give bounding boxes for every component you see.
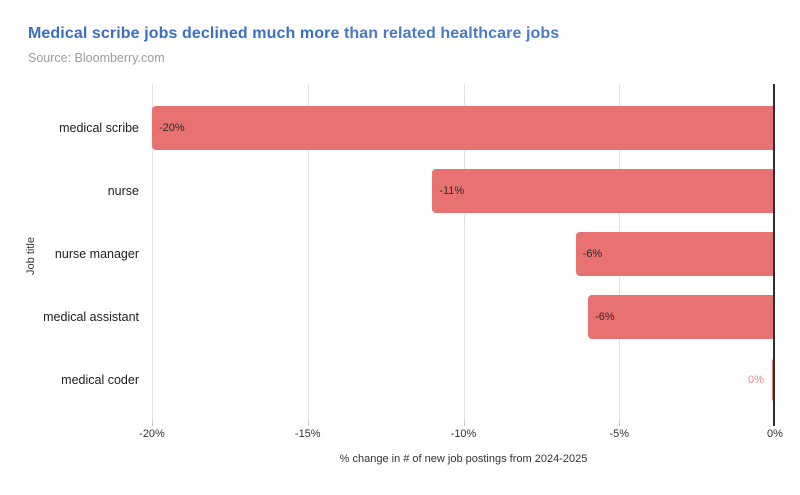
bar-value-label: -20% [159,121,185,134]
x-tick-label: -5% [609,428,630,440]
x-tick-label: -10% [450,428,477,440]
y-axis-title: Job title [25,237,37,275]
bar-medical-scribe [152,105,775,150]
gridline [152,84,153,420]
x-axis-title: % change in # of new job postings from 2… [339,453,588,465]
axis-tick [619,420,621,426]
category-label-nurse: nurse [107,183,139,198]
bar-nurse-manager [575,232,775,276]
chart-title: Medical scribe jobs declined much more t… [28,24,559,44]
x-tick-label: 0% [767,428,783,440]
axis-tick [463,420,465,426]
bar-nurse [432,168,775,213]
x-tick-label: -20% [139,428,165,440]
gridline [463,84,465,420]
bar-value-label: -6% [595,311,615,324]
bar-medical-assistant [588,295,775,340]
bar-value-label: -11% [439,184,465,197]
y-axis-labels: medical scribe nurse nurse manager medical … [0,84,146,420]
axis-tick [152,420,153,426]
axis-tick [307,420,309,426]
category-label-medical-coder: medical coder [61,373,139,388]
bar-value-label: -6% [582,248,603,260]
bar-value-label: 0% [747,374,764,387]
chart-title-emphasis: Medical scribe jobs declined much more [28,25,344,42]
chart-title-rest: than related healthcare jobs [344,25,560,42]
x-tick-label: -15% [294,428,321,440]
zero-axis-line [773,84,775,426]
chart-source: Source: Bloomberry.com [28,51,165,65]
category-label-medical-assistant: medical assistant [43,310,139,325]
plot-area: -20% -15% -10% -5% 0% -20% -11% -6% -6% 0% [139,84,783,440]
gridline [307,84,309,420]
category-label-nurse-manager: nurse manager [54,247,139,261]
category-label-medical-scribe: medical scribe [59,120,139,135]
